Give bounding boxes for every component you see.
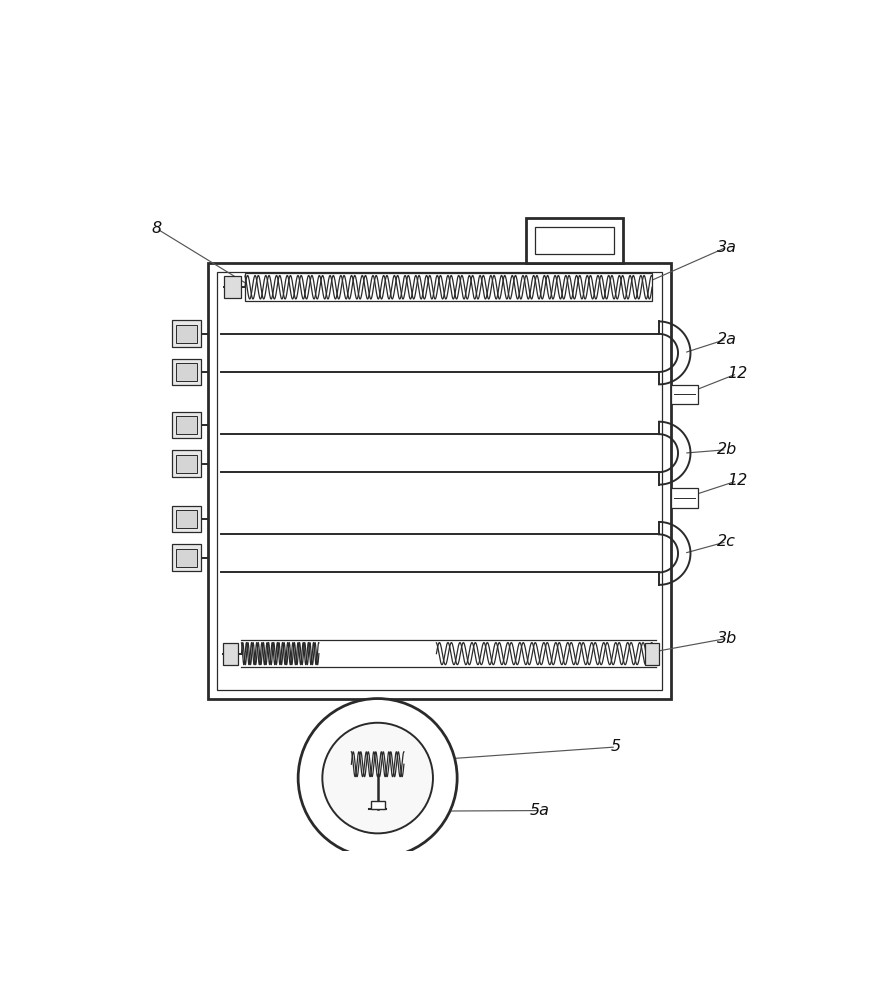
Bar [177,363,197,381]
Text: 2a: 2a [717,332,737,347]
Bar [177,416,197,434]
Text: 12: 12 [727,366,747,381]
Bar [177,455,197,473]
Bar [172,506,202,532]
Text: 3a: 3a [717,240,737,255]
Bar [218,272,663,690]
Bar [172,412,202,438]
Bar [172,359,202,385]
Bar [535,227,614,254]
Bar [177,549,197,567]
Bar [526,218,623,263]
Bar [177,510,197,528]
Circle shape [322,723,433,833]
Text: 2c: 2c [717,534,736,549]
Bar [245,273,652,301]
Bar [172,544,202,571]
Bar [177,325,197,343]
Bar [645,643,659,665]
Bar [223,643,238,665]
Bar [224,276,242,298]
Text: 12: 12 [727,473,747,488]
Bar [672,488,698,508]
Text: 8: 8 [152,221,161,236]
Circle shape [298,699,458,858]
Text: 5a: 5a [530,803,550,818]
Bar [172,320,202,347]
Text: 2b: 2b [716,442,737,457]
Bar [209,263,672,699]
Bar [371,801,384,809]
Text: 5: 5 [611,739,621,754]
Bar [672,385,698,404]
Text: 3b: 3b [716,631,737,646]
Bar [172,450,202,477]
